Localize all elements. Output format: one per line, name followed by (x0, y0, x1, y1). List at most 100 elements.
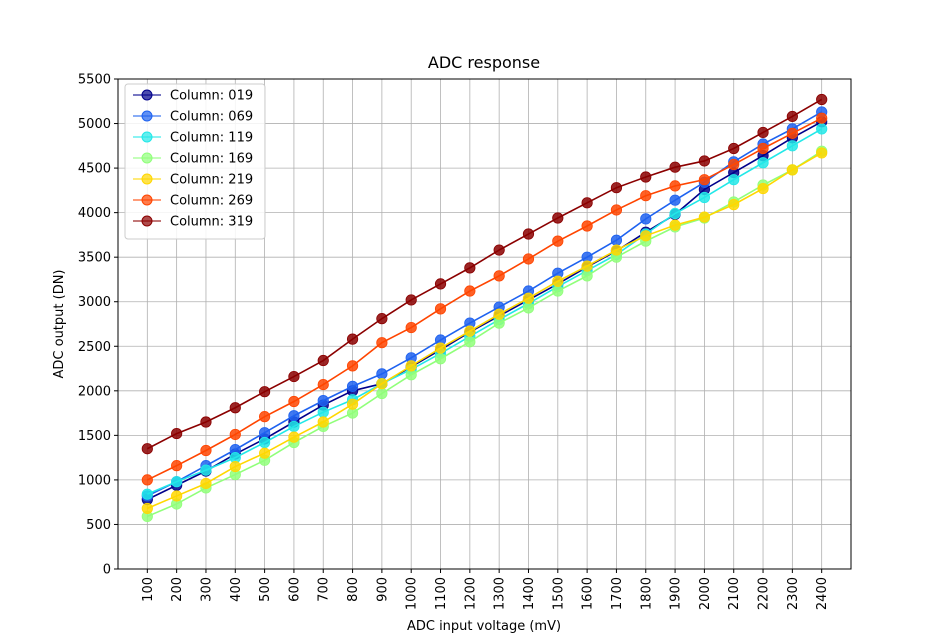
data-point (258, 386, 271, 398)
x-tick-label: 1800 (639, 577, 654, 610)
data-point (816, 112, 828, 124)
x-tick-label: 200 (170, 577, 185, 602)
data-point (346, 360, 359, 372)
data-point (786, 164, 798, 176)
data-point (464, 262, 476, 274)
data-point (171, 490, 183, 502)
data-point (376, 368, 388, 380)
data-point (200, 416, 212, 428)
data-point (581, 197, 593, 209)
data-point (581, 220, 593, 232)
data-point (669, 207, 681, 220)
data-point (171, 427, 183, 440)
data-point (728, 158, 740, 171)
data-point (346, 398, 359, 410)
data-point (816, 147, 828, 159)
data-point (786, 140, 798, 152)
legend-label: Column: 319 (170, 215, 253, 230)
x-tick-label: 2400 (815, 577, 830, 610)
series-7 (141, 93, 828, 455)
legend-label: Column: 069 (170, 110, 253, 125)
data-point (317, 395, 329, 407)
y-tick-label: 2000 (78, 384, 111, 399)
data-point (698, 155, 711, 167)
axes: 0 500 1000 1500 2000 2500 3000 3500 4000 4500 5000… (78, 73, 852, 610)
data-point (258, 411, 271, 423)
data-point (405, 360, 417, 372)
data-point (258, 427, 271, 439)
data-point (669, 161, 681, 173)
x-tick-label: 900 (375, 577, 390, 602)
data-point (493, 308, 505, 320)
x-axis-label: ADC input voltage (mV) (407, 619, 561, 634)
x-tick-label: 2200 (757, 577, 772, 610)
data-point (288, 370, 300, 383)
legend-marker (141, 89, 153, 101)
data-point (434, 342, 447, 354)
legend-marker (141, 131, 153, 143)
chart-title: ADC response (428, 53, 540, 72)
data-point (522, 228, 535, 240)
data-point (786, 127, 798, 139)
x-tick-label: 100 (141, 577, 156, 602)
data-point (229, 460, 241, 473)
data-point (669, 219, 681, 231)
y-tick-label: 0 (103, 563, 111, 578)
y-tick-label: 3500 (78, 251, 111, 266)
data-point (786, 110, 798, 123)
plot-frame (117, 78, 852, 570)
data-point (522, 253, 535, 265)
data-point (728, 142, 740, 155)
x-tick-label: 1200 (463, 577, 478, 610)
y-tick-label: 4500 (78, 162, 111, 177)
data-point (141, 488, 153, 500)
data-point (346, 333, 359, 345)
x-tick-label: 600 (287, 577, 302, 602)
data-point (229, 402, 241, 414)
data-point (728, 199, 740, 211)
series-6 (141, 112, 828, 486)
x-tick-label: 1400 (522, 577, 537, 610)
data-point (581, 260, 593, 272)
legend-marker (141, 152, 153, 164)
y-tick-label: 3000 (78, 295, 111, 310)
series-group (141, 93, 828, 523)
legend-marker (141, 194, 153, 206)
data-point (640, 190, 652, 202)
y-tick-label: 4000 (78, 206, 111, 221)
data-point (640, 171, 652, 183)
data-point (640, 213, 652, 225)
data-point (669, 180, 681, 192)
series-5 (141, 147, 828, 515)
x-tick-label: 1900 (669, 577, 684, 610)
x-tick-label: 400 (229, 577, 244, 602)
legend-label: Column: 269 (170, 194, 253, 209)
data-point (757, 157, 769, 169)
data-point (434, 303, 447, 315)
x-tick-label: 1300 (493, 577, 508, 610)
series-4 (141, 145, 828, 523)
data-point (552, 285, 564, 297)
y-tick-label: 1000 (78, 473, 111, 488)
data-point (434, 353, 447, 365)
data-point (464, 336, 476, 348)
x-tick-label: 800 (346, 577, 361, 602)
data-point (464, 325, 476, 337)
data-point (376, 337, 388, 349)
data-point (405, 321, 417, 334)
data-point (376, 387, 388, 400)
data-point (610, 182, 623, 194)
data-point (757, 142, 769, 155)
data-point (288, 431, 300, 443)
data-point (317, 416, 329, 428)
legend-label: Column: 169 (170, 152, 253, 167)
y-tick-label: 2500 (78, 340, 111, 355)
data-point (171, 460, 183, 472)
data-point (141, 502, 153, 515)
legend-marker (141, 215, 153, 227)
data-point (757, 126, 769, 139)
x-tick-label: 300 (199, 577, 214, 602)
data-point (317, 354, 329, 367)
data-point (288, 420, 300, 433)
legend-label: Column: 119 (170, 131, 253, 146)
